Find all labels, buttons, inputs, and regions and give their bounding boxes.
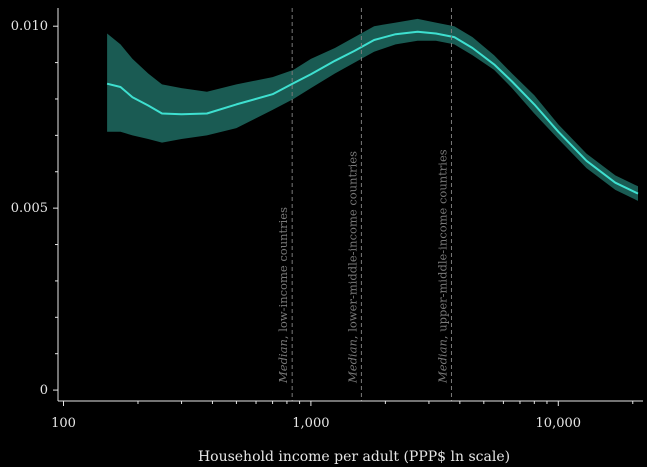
reference-line-label: Median, lower-middle-income countries <box>345 151 359 384</box>
reference-line-label: Median, upper-middle-income countries <box>435 149 449 384</box>
series-line <box>106 30 639 195</box>
x-tick-label: 10,000 <box>536 416 582 431</box>
reference-line-label: Median, low-income countries <box>276 207 290 384</box>
plot-area <box>106 18 639 201</box>
reference-label-text: , low-income countries <box>276 207 290 339</box>
x-tick-label: 1,000 <box>292 416 329 431</box>
ticks: 100 1,000 10,000 0 0.005 0.010 <box>11 19 634 431</box>
y-tick-label: 0.010 <box>11 19 48 34</box>
axes <box>57 8 643 402</box>
reference-label-italic: Median <box>435 339 449 384</box>
reference-label-text: , lower-middle-income countries <box>345 151 359 339</box>
reference-label-italic: Median <box>345 339 359 384</box>
y-tick-label: 0.005 <box>11 201 48 216</box>
x-axis-title: Household income per adult (PPP$ ln scal… <box>198 449 510 465</box>
confidence-band <box>107 18 639 201</box>
y-tick-label: 0 <box>40 383 48 398</box>
reference-label-text: , upper-middle-income countries <box>435 149 449 339</box>
reference-label-italic: Median <box>276 339 290 384</box>
x-tick-label: 100 <box>51 416 76 431</box>
